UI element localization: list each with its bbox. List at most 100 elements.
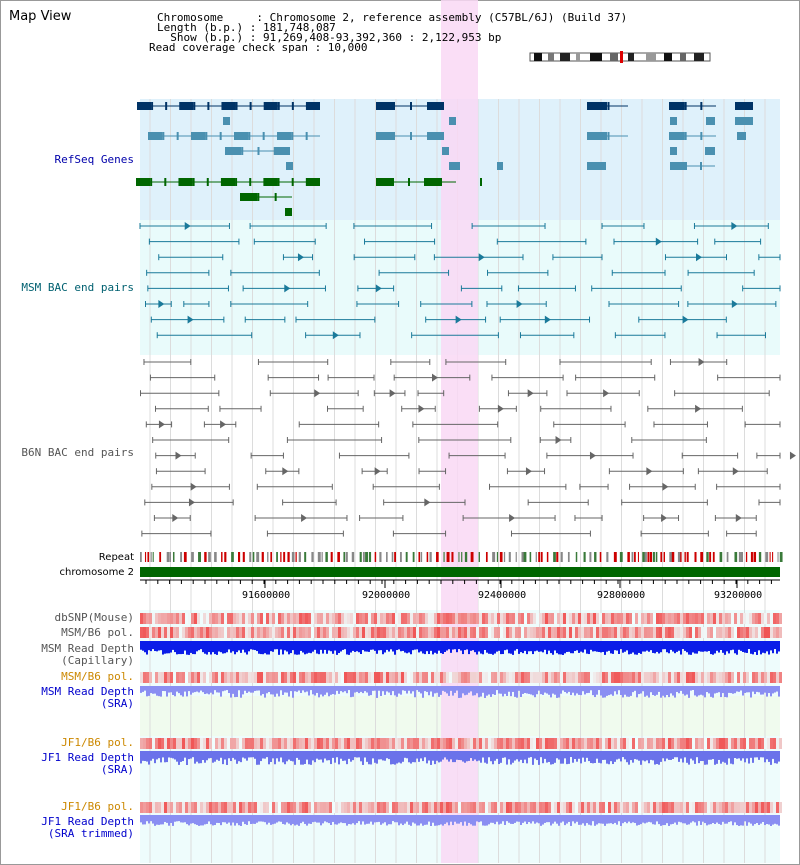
msm-depth-sra-bar: [638, 686, 640, 695]
jf1-depth-sra-bar: [238, 751, 240, 762]
msm-depth-capillary-bar: [226, 641, 228, 653]
jf1-depth-trimmed-bar: [310, 815, 312, 824]
msm-b6-pol-strip: [392, 627, 395, 638]
jf1-depth-sra-bar: [408, 751, 410, 763]
msm-depth-sra-bar: [468, 686, 470, 693]
msm-b6-pol-strip: [686, 627, 689, 638]
jf1-depth-sra-bar: [460, 751, 462, 761]
msm-b6-pol-strip: [404, 627, 407, 638]
msm-depth-sra-bar: [684, 686, 686, 696]
jf1-b6-pol-strip: [572, 738, 575, 749]
repeat-element: [671, 552, 675, 562]
jf1-depth-sra-bar: [240, 751, 242, 763]
msm-depth-sra-bar: [274, 686, 276, 697]
jf1-b6-pol-strip-2: [551, 802, 554, 813]
msm-depth-capillary-bar: [446, 641, 448, 651]
jf1-b6-pol-strip: [443, 738, 446, 749]
jf1-depth-sra-bar: [552, 751, 554, 765]
msm-depth-capillary-bar: [610, 641, 612, 654]
jf1-depth-sra-bar: [184, 751, 186, 758]
track-label-refseq[interactable]: RefSeq Genes: [54, 153, 134, 166]
jf1-depth-sra-bar: [396, 751, 398, 764]
repeat-element: [647, 552, 650, 562]
msm-depth-sra-bar: [202, 686, 204, 693]
msm-depth-capillary-bar: [636, 641, 638, 655]
msm-b6-pol-strip-2: [509, 672, 512, 683]
msm-b6-pol-strip-2: [212, 672, 215, 683]
jf1-b6-pol-strip-2: [314, 802, 317, 813]
msm-b6-pol-strip-2: [680, 672, 683, 683]
jf1-b6-pol-strip-2: [596, 802, 599, 813]
msm-depth-capillary-bar: [170, 641, 172, 653]
msm-depth-sra-bar: [182, 686, 184, 697]
jf1-depth-sra-bar: [160, 751, 162, 763]
gene-exon: [737, 132, 746, 140]
msm-b6-pol-strip-2: [764, 672, 767, 683]
dbsnp-strip: [188, 613, 191, 624]
jf1-b6-pol-strip-2: [425, 802, 428, 813]
jf1-b6-pol-strip: [683, 738, 686, 749]
msm-depth-sra-bar: [282, 686, 284, 695]
gene-exon: [263, 178, 278, 186]
jf1-b6-pol-strip: [440, 738, 443, 749]
jf1-depth-trimmed-bar: [692, 815, 694, 822]
msm-b6-pol-strip-2: [692, 672, 695, 683]
track-label-msm-depth-capillary: MSM Read Depth (Capillary): [41, 642, 134, 667]
jf1-depth-trimmed-bar: [408, 815, 410, 825]
jf1-b6-pol-strip-2: [731, 802, 734, 813]
msm-b6-pol-strip: [557, 627, 560, 638]
msm-b6-pol-strip-2: [557, 672, 560, 683]
dbsnp-strip: [224, 613, 227, 624]
msm-b6-pol-strip: [659, 627, 662, 638]
jf1-depth-trimmed-bar: [186, 815, 188, 825]
jf1-depth-sra-bar: [450, 751, 452, 760]
jf1-depth-trimmed-bar: [478, 815, 480, 823]
jf1-b6-pol-strip-2: [308, 802, 311, 813]
jf1-b6-pol-strip: [512, 738, 515, 749]
msm-b6-pol-strip: [371, 627, 374, 638]
msm-depth-sra-bar: [704, 686, 706, 698]
jf1-depth-trimmed-bar: [396, 815, 398, 823]
msm-depth-capillary-bar: [540, 641, 542, 652]
msm-b6-pol-strip-2: [251, 672, 254, 683]
msm-b6-pol-strip-2: [269, 672, 272, 683]
jf1-depth-sra-bar: [634, 751, 636, 760]
jf1-b6-pol-strip-2: [413, 802, 416, 813]
jf1-b6-pol-strip: [647, 738, 650, 749]
msm-depth-capillary-bar: [380, 641, 382, 651]
msm-b6-pol-strip-2: [410, 672, 413, 683]
msm-depth-capillary-bar: [400, 641, 402, 652]
jf1-depth-trimmed-bar: [374, 815, 376, 823]
jf1-depth-sra-bar: [200, 751, 202, 764]
jf1-b6-pol-strip-2: [515, 802, 518, 813]
msm-depth-sra-bar: [452, 686, 454, 696]
dbsnp-strip: [407, 613, 410, 624]
dbsnp-strip: [731, 613, 734, 624]
msm-depth-capillary-bar: [294, 641, 296, 655]
msm-depth-sra-bar: [372, 686, 374, 691]
msm-depth-sra-bar: [618, 686, 620, 691]
msm-depth-sra-bar: [224, 686, 226, 691]
gene-exon: [249, 178, 252, 186]
track-label-msm-bac[interactable]: MSM BAC end pairs: [21, 281, 134, 294]
repeat-element: [669, 552, 673, 562]
dbsnp-strip: [254, 613, 257, 624]
jf1-b6-pol-strip: [356, 738, 359, 749]
msm-depth-capillary-bar: [512, 641, 514, 655]
msm-depth-sra-bar: [512, 686, 514, 692]
dbsnp-strip: [281, 613, 284, 624]
msm-b6-pol-strip: [335, 627, 338, 638]
jf1-b6-pol-strip-2: [365, 802, 368, 813]
dbsnp-strip: [602, 613, 605, 624]
jf1-depth-sra-bar: [720, 751, 722, 764]
msm-depth-sra-bar: [586, 686, 588, 694]
jf1-b6-pol-strip-2: [629, 802, 632, 813]
jf1-b6-pol-strip-2: [578, 802, 581, 813]
repeat-element: [208, 552, 211, 562]
msm-b6-pol-strip-2: [485, 672, 488, 683]
track-label-b6n-bac[interactable]: B6N BAC end pairs: [21, 446, 134, 459]
jf1-depth-sra-bar: [208, 751, 210, 759]
jf1-b6-pol-strip-2: [644, 802, 647, 813]
jf1-b6-pol-strip: [746, 738, 749, 749]
